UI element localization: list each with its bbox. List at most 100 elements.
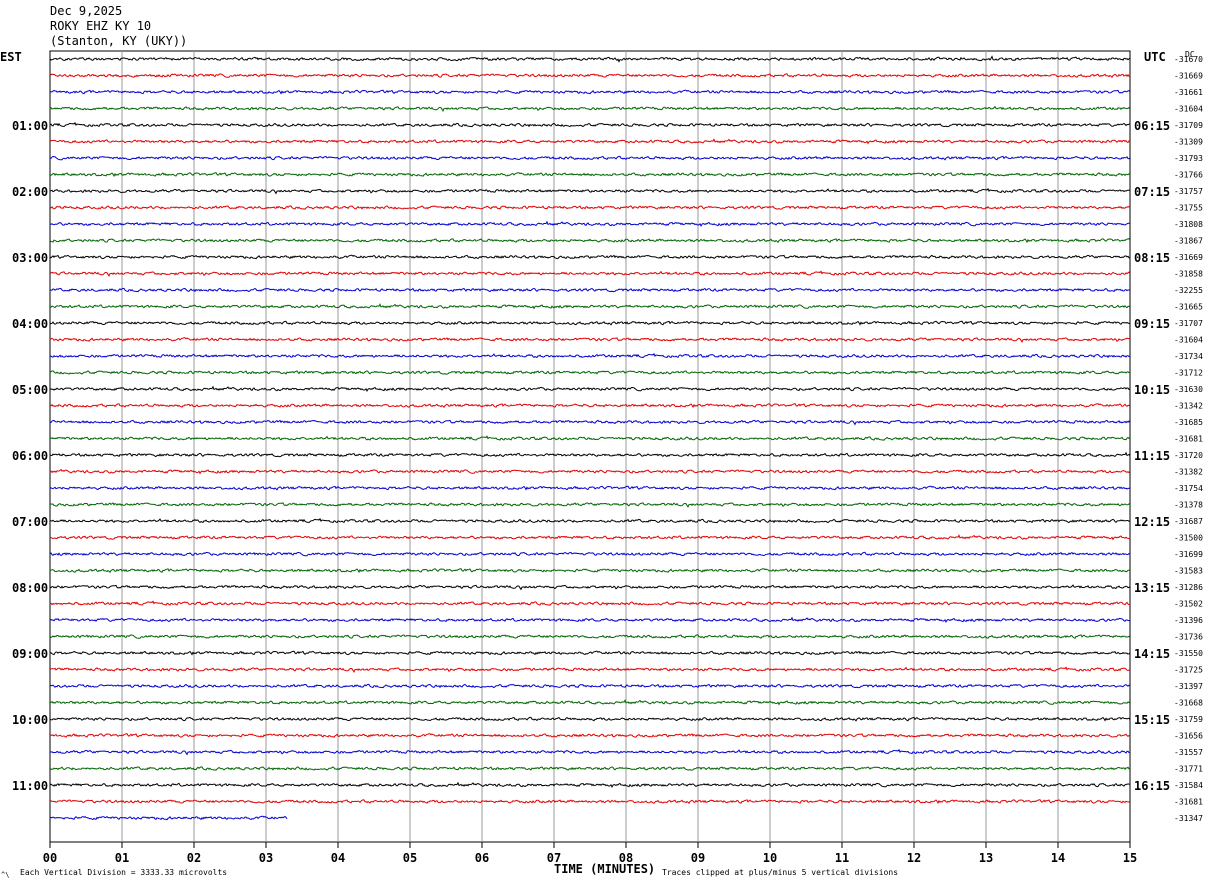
- dc-offset-label: -31754: [1174, 484, 1203, 493]
- trace-line: [49, 73, 1131, 79]
- trace-line: [49, 155, 1131, 161]
- trace-line: [49, 352, 1131, 359]
- dc-offset-label: -31583: [1174, 567, 1203, 576]
- dc-offset-label: -31665: [1174, 303, 1203, 312]
- right-hour-label: 09:15: [1134, 317, 1170, 331]
- left-hour-label: 07:00: [12, 515, 48, 529]
- x-tick-label: 11: [835, 851, 849, 865]
- left-hour-label: 05:00: [12, 383, 48, 397]
- right-hour-label: 07:15: [1134, 185, 1170, 199]
- trace-line: [49, 337, 1131, 343]
- trace-line: [49, 716, 1131, 722]
- plot-frame: [49, 50, 1131, 843]
- x-tick-label: 08: [619, 851, 633, 865]
- dc-offset-label: -31668: [1174, 699, 1203, 708]
- dc-offset-label: -31669: [1174, 253, 1203, 262]
- trace-line: [49, 55, 1131, 63]
- dc-offset-label: -31687: [1174, 517, 1203, 526]
- trace-line: [49, 303, 1131, 310]
- trace-line: [49, 468, 1131, 475]
- trace-line: [49, 105, 1131, 112]
- trace-line: [49, 138, 1131, 145]
- trace-line: [49, 403, 1131, 409]
- corner-mark: ^\: [1, 871, 9, 879]
- right-hour-label: 15:15: [1134, 713, 1170, 727]
- left-hour-label: 09:00: [12, 647, 48, 661]
- dc-offset-label: -31699: [1174, 550, 1203, 559]
- trace-line: [49, 634, 1131, 640]
- dc-offset-label: -31378: [1174, 501, 1203, 510]
- trace-line: [49, 121, 1131, 128]
- dc-offset-label: -31720: [1174, 451, 1203, 460]
- trace-line: [49, 517, 1131, 524]
- x-tick-label: 13: [979, 851, 993, 865]
- left-zone-label: EST: [0, 50, 22, 64]
- x-tick-label: 01: [115, 851, 129, 865]
- right-hour-label: 14:15: [1134, 647, 1170, 661]
- trace-line: [49, 584, 1131, 591]
- dc-offset-label: -31755: [1174, 204, 1203, 213]
- grid-lines: [49, 50, 1131, 848]
- dc-offset-label: -31604: [1174, 105, 1203, 114]
- dc-offset-label: -31550: [1174, 649, 1203, 658]
- dc-offset-label: -31630: [1174, 385, 1203, 394]
- left-hour-label: 02:00: [12, 185, 48, 199]
- dc-offset-label: -31286: [1174, 583, 1203, 592]
- right-hour-label: 13:15: [1134, 581, 1170, 595]
- dc-offset-label: -31734: [1174, 352, 1203, 361]
- dc-offset-label: -31342: [1174, 402, 1203, 411]
- dc-offset-label: -31793: [1174, 154, 1203, 163]
- dc-offset-label: -31604: [1174, 336, 1203, 345]
- dc-offset-label: -31707: [1174, 319, 1203, 328]
- trace-line: [49, 815, 288, 821]
- footer-left-note: Each Vertical Division = 3333.33 microvo…: [20, 868, 227, 877]
- trace-line: [49, 320, 1131, 326]
- trace-line: [50, 748, 1131, 756]
- x-tick-label: 03: [259, 851, 273, 865]
- x-tick-label: 04: [331, 851, 345, 865]
- dc-offset-label: -31681: [1174, 435, 1203, 444]
- right-zone-label: UTC: [1144, 50, 1166, 64]
- x-tick-label: 10: [763, 851, 777, 865]
- dc-offset-label: -31309: [1174, 138, 1203, 147]
- trace-line: [49, 205, 1131, 210]
- left-hour-label: 06:00: [12, 449, 48, 463]
- trace-line: [49, 370, 1131, 375]
- x-tick-label: 00: [43, 851, 57, 865]
- trace-line: [49, 781, 1131, 788]
- trace-line: [50, 287, 1131, 293]
- x-axis-title: TIME (MINUTES): [554, 862, 655, 876]
- trace-line: [49, 187, 1131, 195]
- dc-offset-label: -31557: [1174, 748, 1203, 757]
- right-hour-label: 10:15: [1134, 383, 1170, 397]
- dc-offset-label: -31382: [1174, 468, 1203, 477]
- dc-offset-label: -31858: [1174, 270, 1203, 279]
- trace-line: [49, 220, 1131, 227]
- footer-right-note: Traces clipped at plus/minus 5 vertical …: [662, 868, 898, 877]
- trace-line: [49, 451, 1131, 458]
- labels: EST UTC DC TIME (MINUTES) Each Vertical …: [0, 50, 1203, 879]
- dc-offset-label: -31500: [1174, 534, 1203, 543]
- trace-line: [49, 89, 1131, 95]
- right-hour-label: 11:15: [1134, 449, 1170, 463]
- dc-offset-label: -31709: [1174, 121, 1203, 130]
- trace-line: [49, 600, 1131, 606]
- trace-line: [49, 616, 1131, 623]
- trace-line: [49, 419, 1131, 426]
- right-hour-label: 08:15: [1134, 251, 1170, 265]
- trace-line: [49, 551, 1131, 557]
- trace-line: [49, 650, 1131, 656]
- left-hour-label: 01:00: [12, 119, 48, 133]
- dc-offset-label: -31771: [1174, 765, 1203, 774]
- left-hour-label: 04:00: [12, 317, 48, 331]
- trace-line: [49, 666, 1131, 673]
- dc-offset-label: -31396: [1174, 616, 1203, 625]
- trace-line: [49, 534, 1131, 541]
- right-hour-label: 06:15: [1134, 119, 1170, 133]
- dc-offset-label: -31685: [1174, 418, 1203, 427]
- dc-offset-label: -31681: [1174, 798, 1203, 807]
- trace-line: [49, 766, 1131, 771]
- header-date: Dec 9,2025: [50, 4, 123, 18]
- trace-line: [49, 435, 1131, 441]
